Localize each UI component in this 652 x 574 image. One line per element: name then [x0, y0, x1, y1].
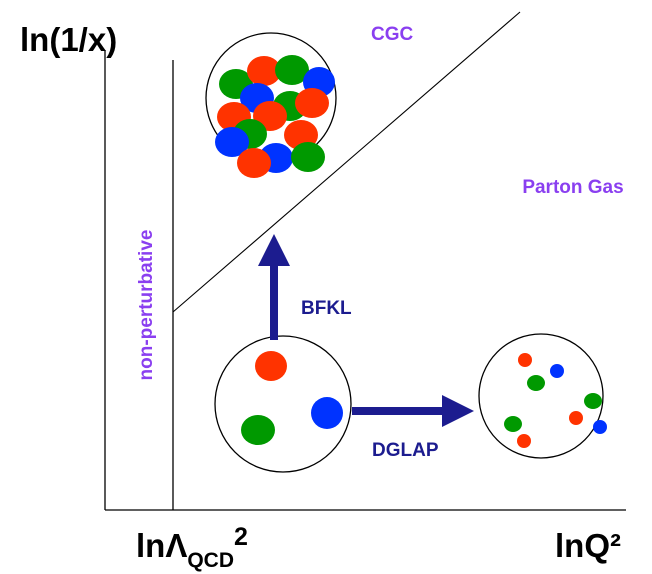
parton-gas-label: Parton Gas — [522, 177, 623, 198]
lambda-superscript: 2 — [234, 523, 248, 551]
page: {"axes": {"y_label": "ln(1/x)", "x_label… — [0, 0, 652, 574]
dglap-label: DGLAP — [372, 440, 439, 461]
x-axis-label: lnQ² — [555, 527, 621, 564]
diagram: ln(1/x) CGC Parton Gas non-perturbative … — [0, 0, 652, 574]
lambda-subscript: QCD — [187, 549, 234, 572]
lambda-qcd-label: lnΛQCD2 — [136, 523, 248, 572]
cgc-label: CGC — [371, 24, 414, 45]
lambda-prefix: lnΛ — [136, 527, 187, 564]
dense-gluon-circle — [206, 33, 336, 178]
dilute-circle — [479, 334, 607, 458]
y-axis-label: ln(1/x) — [20, 21, 117, 58]
initial-circle — [215, 336, 351, 472]
bfkl-label: BFKL — [301, 298, 352, 319]
non-perturbative-label: non-perturbative — [136, 230, 157, 381]
